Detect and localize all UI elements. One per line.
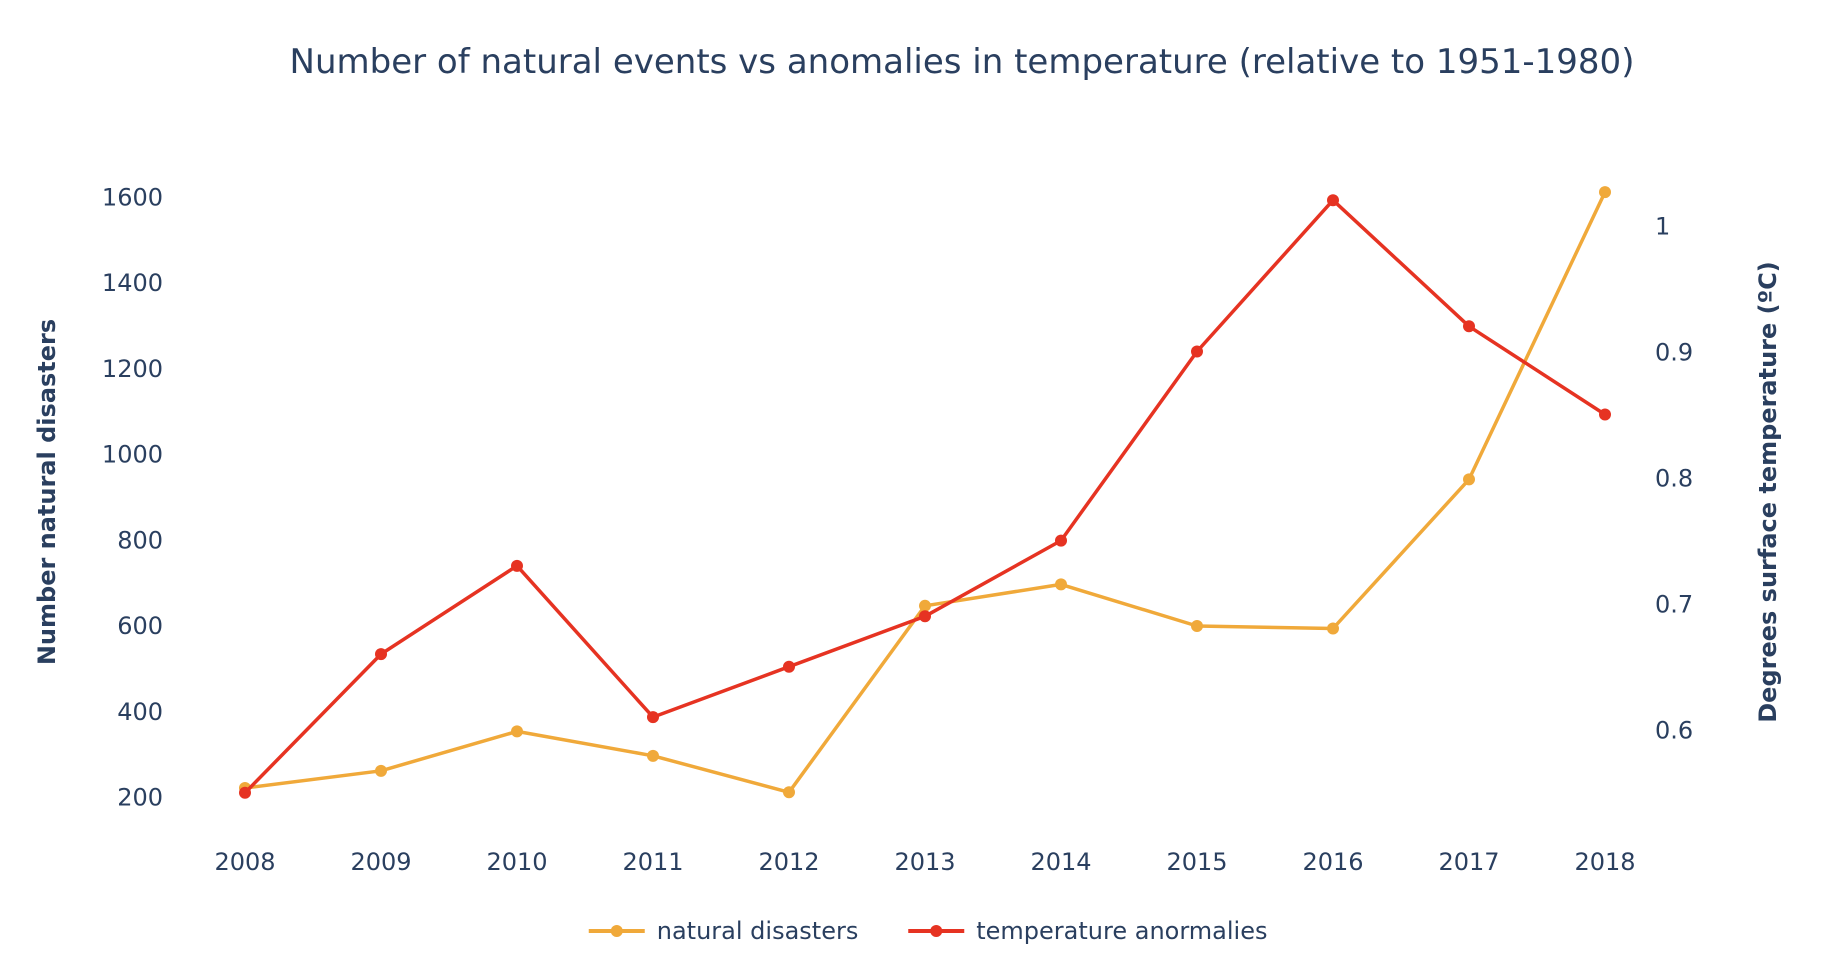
data-point[interactable] xyxy=(1191,619,1203,632)
data-point[interactable] xyxy=(375,764,387,777)
y2-tick-label: 1 xyxy=(1655,212,1670,240)
data-point[interactable] xyxy=(919,610,931,623)
x-tick-label: 2008 xyxy=(214,848,275,876)
y-tick-label: 600 xyxy=(117,612,163,640)
x-tick-label: 2015 xyxy=(1166,848,1227,876)
y2-tick-label: 0.6 xyxy=(1655,717,1693,745)
data-point[interactable] xyxy=(1599,186,1611,199)
chart-title: Number of natural events vs anomalies in… xyxy=(290,42,1635,82)
y-tick-label: 1200 xyxy=(102,355,163,383)
x-tick-label: 2016 xyxy=(1302,848,1363,876)
data-point[interactable] xyxy=(783,786,795,799)
data-point[interactable] xyxy=(647,749,659,762)
series-line xyxy=(243,198,1606,795)
data-point[interactable] xyxy=(1463,473,1475,486)
data-point[interactable] xyxy=(1191,345,1203,358)
x-tick-label: 2012 xyxy=(758,848,819,876)
data-point[interactable] xyxy=(375,648,387,661)
series-1 xyxy=(239,186,1611,799)
y2-tick-label: 0.8 xyxy=(1655,465,1693,493)
series-layer xyxy=(239,186,1611,799)
y-tick-label: 400 xyxy=(117,698,163,726)
data-point[interactable] xyxy=(1327,622,1339,635)
data-point[interactable] xyxy=(1599,408,1611,421)
data-point[interactable] xyxy=(511,725,523,738)
y-tick-label: 1000 xyxy=(102,441,163,469)
data-point[interactable] xyxy=(1055,534,1067,547)
series-line xyxy=(244,191,1607,795)
x-tick-label: 2009 xyxy=(350,848,411,876)
y-tick-label: 1600 xyxy=(102,183,163,211)
legend-item[interactable]: temperature anormalies xyxy=(908,917,1267,945)
data-point[interactable] xyxy=(1055,578,1067,591)
legend: natural disasters temperature anormalies xyxy=(588,917,1267,945)
legend-label: temperature anormalies xyxy=(976,917,1267,945)
data-point[interactable] xyxy=(783,660,795,673)
legend-label: natural disasters xyxy=(657,917,859,945)
series-2 xyxy=(239,194,1611,799)
data-point[interactable] xyxy=(1463,320,1475,333)
data-point[interactable] xyxy=(1327,194,1339,207)
data-point[interactable] xyxy=(239,786,251,799)
x-tick-label: 2014 xyxy=(1030,848,1091,876)
legend-swatch-marker xyxy=(610,925,623,937)
data-point[interactable] xyxy=(919,599,931,612)
y2-axis-title: Degrees surface temperature (ºC) xyxy=(1754,261,1782,722)
x-tick-label: 2013 xyxy=(894,848,955,876)
legend-swatch-marker xyxy=(930,925,943,937)
data-point[interactable] xyxy=(647,711,659,724)
x-tick-label: 2010 xyxy=(486,848,547,876)
y-axis-ticks: 200 400 600 800 1000 1200 1400 1600 xyxy=(102,183,163,811)
y-tick-label: 200 xyxy=(117,784,163,812)
x-tick-label: 2018 xyxy=(1574,848,1635,876)
y-tick-label: 800 xyxy=(117,526,163,554)
legend-item[interactable]: natural disasters xyxy=(588,917,859,945)
x-axis-ticks: 2008 2009 2010 2011 2012 2013 2014 2015 2016 2017… xyxy=(214,848,1635,876)
y2-tick-label: 0.9 xyxy=(1655,339,1693,367)
x-tick-label: 2017 xyxy=(1438,848,1499,876)
data-point[interactable] xyxy=(511,559,523,572)
y-axis-title: Number natural disasters xyxy=(33,319,61,665)
x-tick-label: 2011 xyxy=(622,848,683,876)
y2-tick-label: 0.7 xyxy=(1655,591,1693,619)
y-tick-label: 1400 xyxy=(102,269,163,297)
y2-axis-ticks: 0.6 0.7 0.8 0.9 1 xyxy=(1655,212,1693,744)
